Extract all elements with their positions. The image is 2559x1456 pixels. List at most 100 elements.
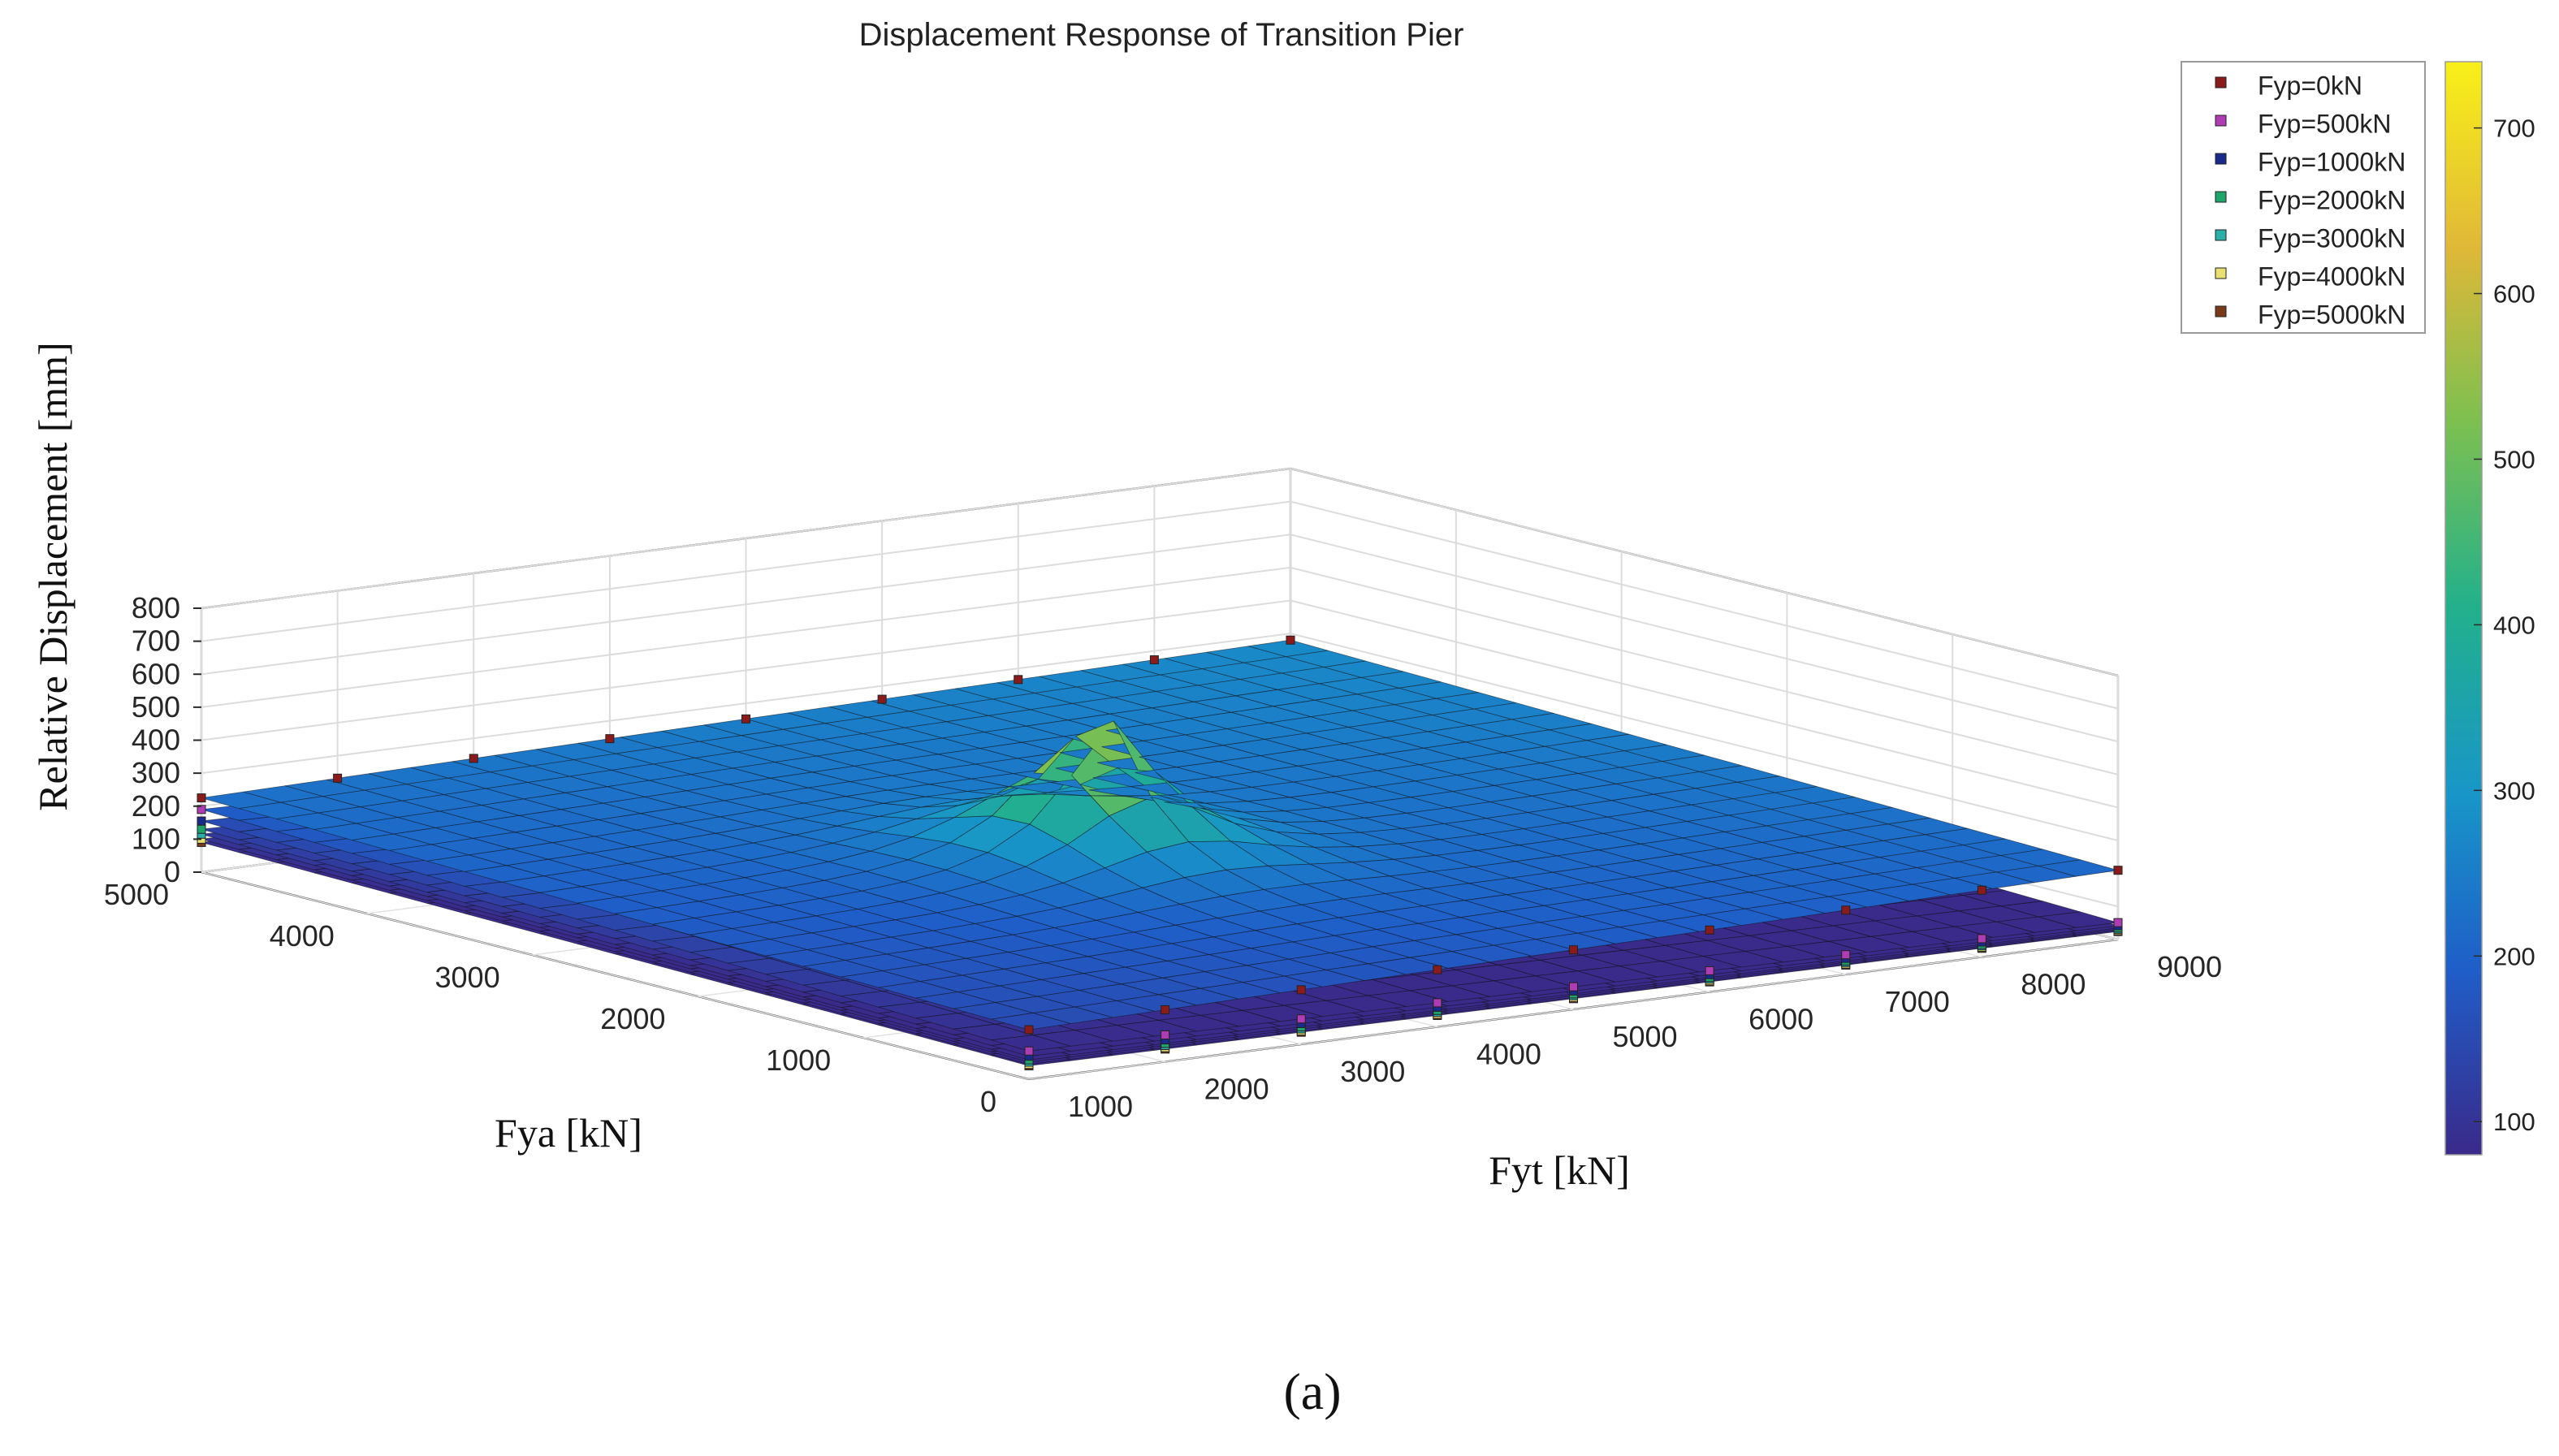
legend-marker	[2215, 229, 2227, 241]
data-marker	[1161, 1030, 1170, 1039]
legend-label: Fyp=5000kN	[2258, 300, 2406, 329]
grid-line	[1290, 566, 2119, 776]
grid-line	[201, 633, 1291, 775]
surface-cell	[2038, 859, 2119, 877]
x-tick-label: 1000	[1068, 1090, 1133, 1123]
legend-marker	[2215, 114, 2227, 127]
data-marker	[197, 816, 206, 826]
surfaces	[197, 635, 2123, 1071]
data-marker	[1433, 965, 1442, 974]
x-tick-label: 3000	[1340, 1055, 1405, 1088]
data-marker	[1433, 998, 1442, 1008]
z-tick-label: 100	[132, 822, 180, 855]
data-marker	[1024, 1025, 1034, 1035]
data-marker	[1705, 966, 1714, 975]
x-tick-label: 4000	[1476, 1038, 1541, 1071]
y-tick-label: 2000	[600, 1002, 665, 1035]
grid-line	[1290, 500, 2119, 710]
data-marker	[741, 714, 750, 724]
colorbar-tick-label: 700	[2493, 114, 2535, 143]
colorbar-tick-label: 100	[2493, 1108, 2535, 1136]
y-axis-ticks: 0 1000 2000 3000 4000 5000	[104, 878, 996, 1118]
z-tick-label: 800	[132, 591, 180, 624]
y-tick-label: 0	[980, 1085, 996, 1118]
legend-label: Fyp=0kN	[2258, 71, 2362, 100]
z-tick-label: 500	[132, 690, 180, 724]
x-axis-label: Fyt [kN]	[1489, 1147, 1630, 1193]
y-tick-label: 4000	[270, 919, 335, 953]
y-tick-label: 3000	[435, 961, 500, 994]
data-marker	[1841, 950, 1851, 960]
colorbar-tick-label: 400	[2493, 611, 2535, 639]
data-marker	[1841, 905, 1851, 915]
x-tick-label: 7000	[1885, 985, 1950, 1018]
data-marker	[605, 734, 615, 744]
grid-line	[201, 534, 1291, 676]
legend-label: Fyp=1000kN	[2258, 147, 2406, 176]
z-tick-label: 300	[132, 756, 180, 789]
data-marker	[1024, 1046, 1034, 1056]
data-marker	[877, 694, 887, 704]
z-tick-label: 600	[132, 657, 180, 690]
data-marker	[1977, 885, 1986, 895]
data-marker	[1296, 985, 1306, 995]
colorbar-tick-label: 300	[2493, 776, 2535, 805]
grid-line	[1290, 534, 2119, 743]
z-tick-label: 0	[164, 855, 180, 888]
grid-line	[201, 566, 1291, 708]
colorbar-fill	[2444, 61, 2483, 1156]
y-axis-label: Fya [kN]	[495, 1110, 642, 1156]
legend-marker	[2215, 305, 2227, 318]
grid-line	[201, 599, 1291, 741]
data-marker	[1569, 982, 1578, 992]
grid-line	[1290, 633, 2119, 842]
legend-marker	[2215, 76, 2227, 89]
x-tick-label: 6000	[1749, 1003, 1813, 1036]
surface-fyp-0kn	[197, 635, 2123, 1035]
legend-marker	[2215, 191, 2227, 203]
x-tick-label: 9000	[2157, 950, 2222, 983]
colorbar-tick-label: 200	[2493, 942, 2535, 970]
grid-line	[201, 468, 1291, 609]
data-marker	[469, 754, 478, 763]
chart-title: Displacement Response of Transition Pier	[859, 17, 1464, 53]
surface-cell	[2038, 911, 2119, 928]
data-marker	[2113, 866, 2123, 875]
x-tick-label: 8000	[2021, 968, 2086, 1001]
legend-label: Fyp=3000kN	[2258, 223, 2406, 253]
data-marker	[197, 793, 206, 803]
legend-marker	[2215, 267, 2227, 279]
grid-line	[201, 500, 1291, 642]
z-axis-label: Relative Displacement [mm]	[30, 342, 76, 811]
z-tick-label: 700	[132, 624, 180, 658]
legend-marker	[2215, 153, 2227, 165]
grid-line	[1290, 468, 2119, 676]
data-marker	[197, 824, 206, 834]
figure-caption: (a)	[1283, 1363, 1341, 1420]
data-marker	[1014, 675, 1023, 685]
data-marker	[1569, 945, 1578, 955]
legend-label: Fyp=4000kN	[2258, 261, 2406, 291]
legend-label: Fyp=2000kN	[2258, 185, 2406, 214]
x-tick-label: 5000	[1612, 1020, 1677, 1053]
y-tick-label: 5000	[104, 878, 169, 911]
colorbar: 100 200 300 400 500 600 700	[2444, 61, 2535, 1156]
data-marker	[1161, 1005, 1170, 1014]
data-marker	[1149, 655, 1159, 665]
data-marker	[1705, 925, 1714, 935]
data-marker	[1296, 1014, 1306, 1024]
colorbar-tick-label: 600	[2493, 280, 2535, 309]
colorbar-tick-label: 500	[2493, 445, 2535, 473]
data-marker	[1286, 635, 1295, 645]
legend: Fyp=0kN Fyp=500kN Fyp=1000kN Fyp=2000kN Fyp=…	[2181, 61, 2426, 334]
legend-label: Fyp=500kN	[2258, 109, 2392, 138]
data-marker	[1977, 934, 1986, 944]
grid-line	[1290, 599, 2119, 809]
y-tick-label: 1000	[766, 1043, 831, 1077]
data-marker	[2113, 918, 2123, 927]
z-tick-label: 400	[132, 724, 180, 757]
grid-line	[1028, 939, 2119, 1080]
data-marker	[333, 773, 343, 783]
